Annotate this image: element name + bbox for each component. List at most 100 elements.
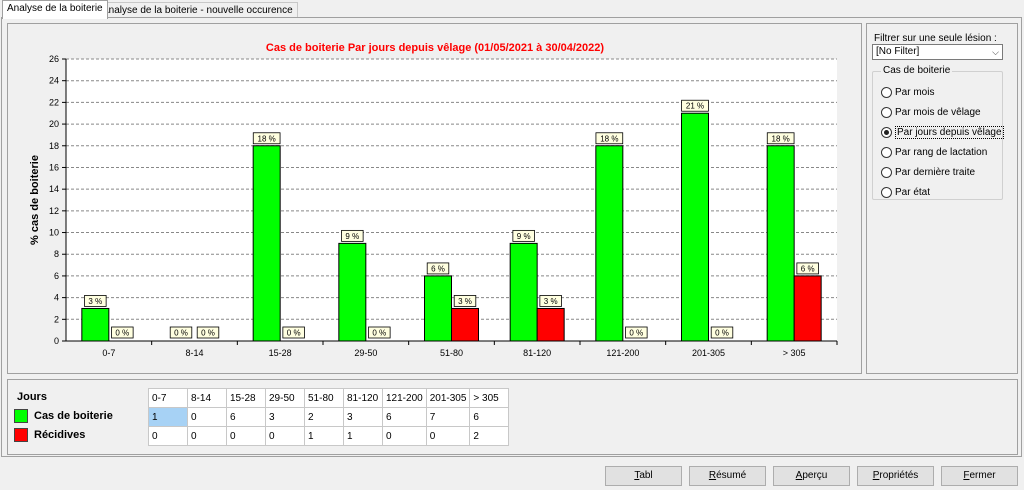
data-label-box — [625, 326, 648, 339]
y-tick-label: 18 — [49, 141, 59, 151]
tab-analyse-boiterie[interactable]: Analyse de la boiterie — [2, 0, 108, 19]
grid-cell[interactable]: 0 — [382, 426, 427, 446]
grid-header-cell[interactable]: > 305 — [469, 388, 510, 408]
grid-header-cell[interactable]: 8-14 — [187, 388, 227, 408]
fermer-button-label: ermer — [969, 470, 996, 481]
grid-cell[interactable]: 0 — [148, 426, 188, 446]
grid-header-cell[interactable]: 29-50 — [265, 388, 305, 408]
grid-cell[interactable]: 3 — [343, 407, 383, 427]
table-row: 1 0 6 3 2 3 6 7 6 — [148, 407, 510, 427]
grid-header-cell[interactable]: 81-120 — [343, 388, 383, 408]
bar-cas — [81, 307, 110, 342]
bar-cas — [252, 145, 281, 342]
grid-cell[interactable]: 0 — [265, 426, 305, 446]
grid-cell[interactable]: 2 — [304, 407, 344, 427]
radio-par-rang-lactation[interactable]: Par rang de lactation — [881, 145, 987, 159]
y-tick-label: 22 — [49, 97, 59, 107]
y-tick-label: 20 — [49, 119, 59, 129]
data-label: 18 % — [258, 134, 276, 143]
y-tick-label: 26 — [49, 54, 59, 64]
grid-header-cell[interactable]: 15-28 — [226, 388, 266, 408]
legend-label: Récidives — [34, 429, 86, 441]
lesion-filter-select[interactable]: [No Filter] ⌵ — [872, 44, 1003, 60]
apercu-button[interactable]: Aperçu — [773, 466, 850, 486]
data-label-box — [681, 99, 709, 112]
bar-recidive — [793, 275, 822, 342]
groupbox-title: Cas de boiterie — [881, 65, 953, 76]
grid-cell[interactable]: 1 — [148, 407, 188, 427]
data-label: 3 % — [88, 297, 102, 306]
grid-cell[interactable]: 2 — [469, 426, 510, 446]
x-tick-label: 0-7 — [102, 348, 115, 358]
radio-label: Par mois — [895, 86, 935, 98]
radio-button-icon[interactable] — [881, 86, 892, 98]
table-row: 0 0 0 0 1 1 0 0 2 — [148, 426, 510, 446]
radio-button-icon[interactable] — [881, 166, 892, 178]
radio-par-etat[interactable]: Par état — [881, 185, 930, 199]
grid-cell[interactable]: 1 — [343, 426, 383, 446]
grid-cell[interactable]: 0 — [187, 407, 227, 427]
radio-label: Par dernière traite — [895, 166, 976, 178]
resume-button-mnemonic: R — [708, 470, 717, 481]
grid-header-cell[interactable]: 0-7 — [148, 388, 188, 408]
y-axis-label: % cas de boiterie — [29, 155, 41, 245]
grid-cell[interactable]: 1 — [304, 426, 344, 446]
data-label-box — [710, 326, 734, 339]
legend-label: Cas de boiterie — [34, 410, 113, 422]
y-tick-label: 24 — [49, 76, 59, 86]
bar-recidive — [451, 307, 479, 342]
fermer-button[interactable]: Fermer — [941, 466, 1018, 486]
grid-cell[interactable]: 6 — [469, 407, 510, 427]
data-label-box — [595, 132, 624, 145]
data-label: 0 % — [372, 329, 386, 338]
radio-label: Par mois de vêlage — [895, 106, 981, 118]
proprietes-button-mnemonic: P — [872, 470, 880, 481]
grid-cell[interactable]: 3 — [265, 407, 305, 427]
radio-par-derniere-traite[interactable]: Par dernière traite — [881, 165, 975, 179]
data-label: 3 % — [544, 297, 558, 306]
radio-button-selected-icon[interactable] — [881, 126, 892, 138]
legend-title: Jours — [17, 391, 47, 403]
grid-cell[interactable]: 0 — [187, 426, 227, 446]
y-tick-label: 0 — [54, 336, 59, 346]
grid-header-cell[interactable]: 201-305 — [425, 388, 471, 408]
radio-par-jours-depuis-velage[interactable]: Par jours depuis vêlage — [881, 125, 1004, 139]
y-tick-label: 4 — [54, 293, 59, 303]
resume-button-label: ésumé — [716, 470, 747, 481]
grid-cell[interactable]: 7 — [425, 407, 471, 427]
grid-cell[interactable]: 6 — [382, 407, 427, 427]
radio-button-icon[interactable] — [881, 186, 892, 198]
y-tick-label: 6 — [54, 271, 59, 281]
chevron-down-icon[interactable]: ⌵ — [992, 47, 999, 57]
legend-swatch-red — [14, 428, 28, 442]
grid-header-cell[interactable]: 51-80 — [304, 388, 344, 408]
radio-par-mois[interactable]: Par mois — [881, 85, 934, 99]
radio-button-icon[interactable] — [881, 106, 892, 118]
radio-label: Par rang de lactation — [895, 146, 988, 158]
radio-par-mois-velage[interactable]: Par mois de vêlage — [881, 105, 981, 119]
radio-button-icon[interactable] — [881, 146, 892, 158]
tab-analyse-nouvelle-occurence[interactable]: Analyse de la boiterie - nouvelle occure… — [97, 2, 298, 18]
data-label: 0 % — [715, 329, 729, 338]
radio-label: Par jours depuis vêlage — [895, 125, 1004, 139]
x-tick-label: 81-120 — [523, 348, 551, 358]
data-label-box — [282, 326, 305, 339]
grid-header-cell[interactable]: 121-200 — [382, 388, 427, 408]
data-label-box — [539, 295, 562, 307]
cas-boiterie-groupbox: Cas de boiterie Par mois Par mois de vêl… — [872, 65, 1004, 200]
tab-bar: Analyse de la boiterie Analyse de la boi… — [0, 0, 1024, 19]
grid-cell[interactable]: 0 — [226, 426, 266, 446]
grid-cell[interactable]: 0 — [425, 426, 471, 446]
legend-item-recidives: Récidives — [14, 427, 85, 443]
data-label-box — [111, 326, 134, 339]
grid-cell[interactable]: 6 — [226, 407, 266, 427]
data-grid[interactable]: 0-7 8-14 15-28 29-50 51-80 81-120 121-20… — [148, 388, 510, 446]
resume-button[interactable]: Résumé — [689, 466, 766, 486]
data-label: 0 % — [174, 329, 188, 338]
proprietes-button[interactable]: Propriétés — [857, 466, 934, 486]
x-tick-label: 29-50 — [354, 348, 377, 358]
x-tick-label: > 305 — [783, 348, 806, 358]
tabl-button[interactable]: Tabl — [605, 466, 682, 486]
apercu-button-label: perçu — [802, 470, 828, 481]
